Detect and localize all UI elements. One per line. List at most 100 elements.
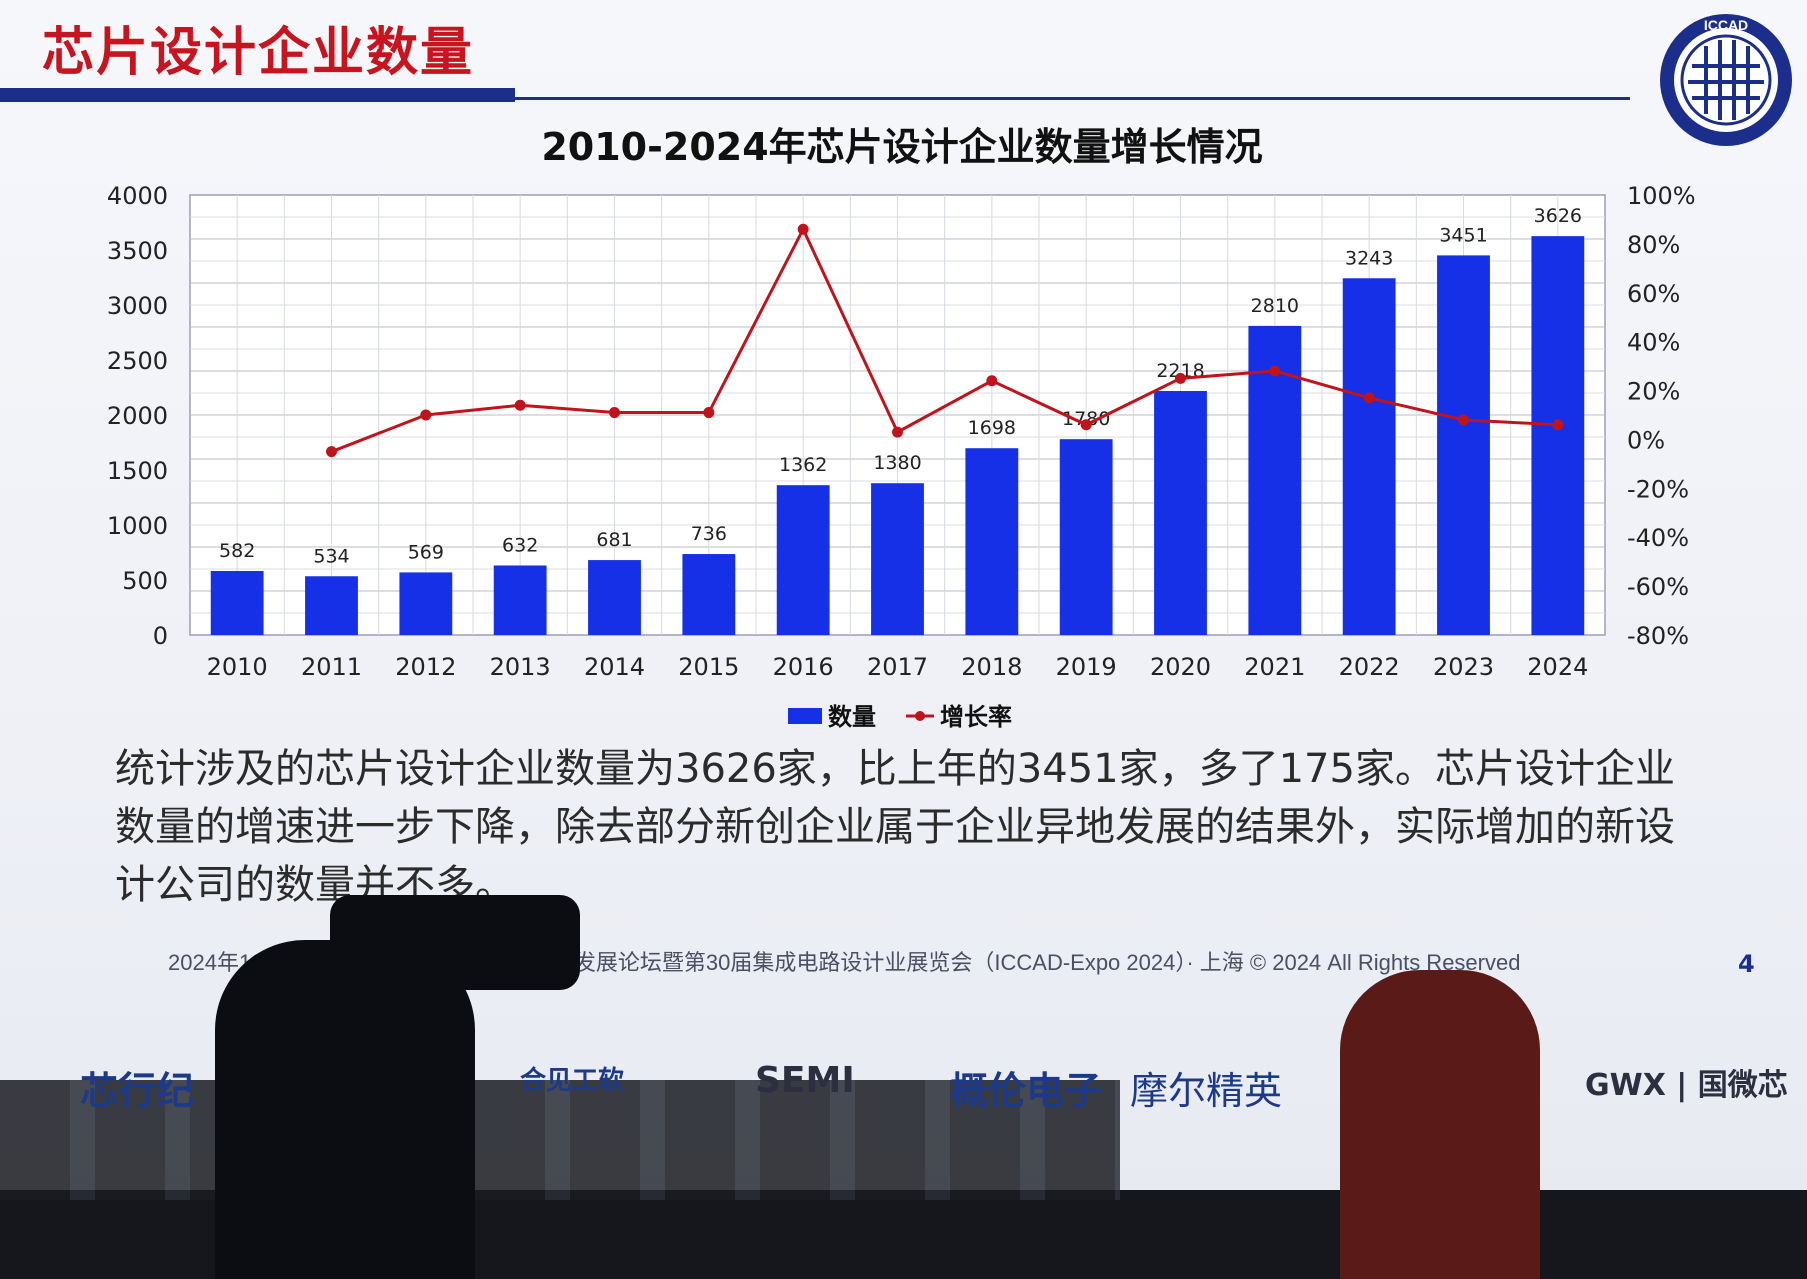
bar-data-label: 1780	[1062, 408, 1110, 430]
sponsor-logo-4: 概伦电子	[950, 1069, 1103, 1113]
bar-data-label: 3451	[1439, 224, 1487, 246]
person-silhouette	[1340, 970, 1540, 1279]
axes-group: 0 500 1000 1500 2000 2500 3000 3500 4000 -80% -60%…	[107, 182, 1696, 681]
sponsor-logo-5: 摩尔精英	[1130, 1069, 1283, 1113]
growth-rate-line	[330, 225, 1558, 454]
chart: 2010-2024年芯片设计企业数量增长情况 582 534 569 632 681 73…	[107, 125, 1696, 731]
bar-data-label: 681	[596, 529, 632, 551]
x-tick-label: 2022	[1339, 653, 1400, 681]
x-tick-label: 2016	[773, 653, 834, 681]
y2-tick-label: -40%	[1627, 524, 1689, 552]
y-tick-label: 0	[153, 622, 168, 650]
growth-line-group	[326, 223, 1564, 458]
growth-rate-point	[703, 407, 715, 419]
bar-data-label: 569	[408, 541, 444, 563]
legend: 数量 增长率	[788, 703, 1012, 731]
bar	[493, 565, 547, 635]
growth-rate-point	[326, 446, 337, 458]
sponsor-logo-2: 合见工软	[520, 1066, 625, 1096]
bar	[1059, 439, 1113, 635]
x-tick-label: 2019	[1056, 653, 1117, 681]
x-tick-label: 2013	[490, 653, 551, 681]
slide-title: 芯片设计企业数量	[42, 23, 475, 83]
bar-data-label: 1698	[968, 417, 1016, 439]
legend-label-growth: 增长率	[940, 703, 1012, 731]
growth-rate-point	[420, 409, 432, 421]
x-tick-label: 2010	[207, 653, 268, 681]
bar	[588, 560, 641, 635]
bar	[399, 572, 453, 635]
y-tick-label: 2500	[107, 347, 168, 375]
bar	[210, 570, 264, 635]
logo-text: ICCAD	[1704, 17, 1748, 33]
x-tick-label: 2015	[678, 653, 739, 681]
bar	[871, 483, 924, 635]
chart-title: 2010-2024年芯片设计企业数量增长情况	[541, 125, 1262, 169]
y-tick-label: 1500	[107, 457, 168, 485]
bar-data-label: 3626	[1534, 205, 1582, 227]
bar-data-label: 1362	[779, 454, 827, 476]
sponsor-logo-1: 芯行纪	[80, 1069, 195, 1113]
growth-rate-point	[1269, 365, 1281, 377]
y2-tick-label: 0%	[1627, 426, 1665, 454]
bar	[305, 576, 358, 635]
x-tick-label: 2012	[395, 653, 456, 681]
y2-tick-label: 80%	[1627, 231, 1680, 259]
bar	[776, 485, 830, 635]
y2-tick-label: -80%	[1627, 622, 1689, 650]
growth-rate-point	[1363, 392, 1375, 404]
stage-light-row	[0, 1080, 1120, 1200]
y2-tick-label: 20%	[1627, 378, 1680, 406]
y-tick-label: 500	[122, 567, 168, 595]
bar-data-label: 3243	[1345, 247, 1393, 269]
bar-data-label: 2810	[1251, 295, 1299, 317]
x-tick-label: 2011	[301, 653, 362, 681]
x-tick-label: 2014	[584, 653, 645, 681]
y2-tick-label: 60%	[1627, 280, 1680, 308]
x-tick-label: 2023	[1433, 653, 1494, 681]
bar-data-label: 632	[502, 534, 538, 556]
x-tick-label: 2021	[1244, 653, 1305, 681]
bar	[1531, 236, 1585, 635]
bar	[965, 448, 1019, 635]
bar-data-label: 736	[691, 523, 727, 545]
sponsor-logo-6: GWX | 国微芯	[1585, 1068, 1788, 1103]
bar-data-label: 582	[219, 540, 255, 562]
y2-tick-label: -60%	[1627, 573, 1689, 601]
bar	[682, 554, 736, 635]
page-number: 4	[1738, 950, 1755, 978]
growth-rate-point	[514, 399, 526, 411]
bar-data-label: 1380	[873, 452, 921, 474]
bar-data-label: 534	[313, 545, 349, 567]
growth-rate-point	[986, 375, 998, 387]
bar	[1154, 391, 1207, 635]
x-tick-label: 2024	[1527, 653, 1588, 681]
x-tick-label: 2020	[1150, 653, 1211, 681]
title-accent-bar	[0, 88, 515, 102]
sponsor-logo-3: SEMI	[755, 1060, 855, 1101]
growth-rate-point	[797, 223, 809, 235]
bar	[1437, 255, 1490, 635]
growth-rate-point	[892, 426, 903, 438]
y-tick-label: 1000	[107, 512, 168, 540]
y-tick-label: 3000	[107, 292, 168, 320]
camera-operator-silhouette	[215, 940, 475, 1279]
legend-label-count: 数量	[828, 703, 876, 731]
growth-rate-point	[609, 407, 620, 419]
growth-rate-point	[1175, 372, 1186, 384]
y2-tick-label: -20%	[1627, 475, 1689, 503]
x-tick-label: 2017	[867, 653, 928, 681]
video-camera-silhouette	[330, 895, 580, 990]
y2-tick-label: 100%	[1627, 182, 1696, 210]
y2-tick-label: 40%	[1627, 329, 1680, 357]
y-tick-label: 3500	[107, 237, 168, 265]
bar	[1342, 278, 1396, 635]
title-rule	[515, 97, 1630, 100]
y-tick-label: 2000	[107, 402, 168, 430]
x-tick-label: 2018	[961, 653, 1022, 681]
stage-foreground	[0, 895, 1807, 1279]
legend-swatch-count	[788, 708, 822, 724]
y-tick-label: 4000	[107, 182, 168, 210]
growth-rate-point	[1552, 419, 1564, 431]
